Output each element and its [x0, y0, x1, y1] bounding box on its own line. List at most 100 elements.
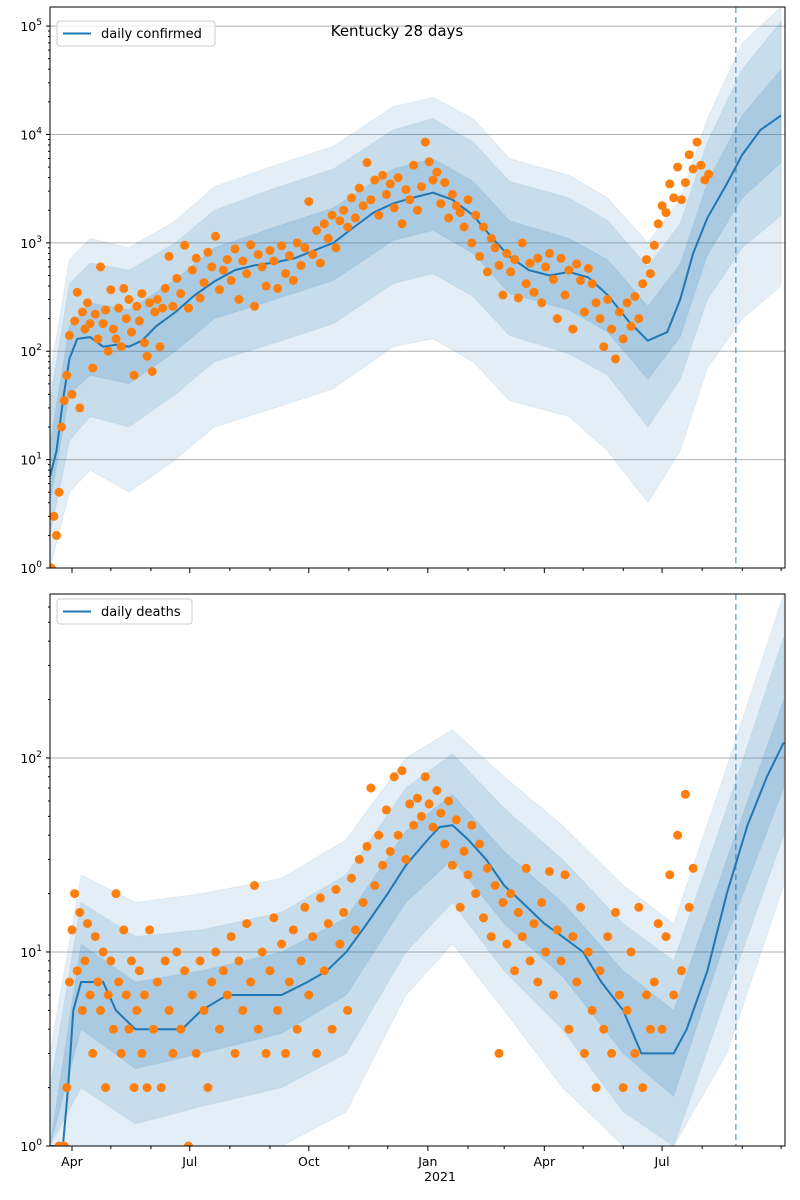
observed-point — [482, 267, 492, 277]
observed-point — [88, 363, 98, 373]
observed-point — [253, 1024, 263, 1034]
observed-point — [265, 966, 275, 976]
observed-point — [64, 330, 74, 340]
observed-point — [374, 210, 384, 220]
observed-point — [160, 283, 170, 293]
observed-point — [300, 902, 310, 912]
observed-point — [300, 243, 310, 253]
y-tick-label: 101 — [20, 452, 42, 468]
x-year-label: 2021 — [424, 1169, 456, 1184]
observed-point — [378, 860, 388, 870]
observed-point — [479, 222, 488, 232]
observed-point — [96, 262, 105, 272]
observed-point — [432, 786, 442, 795]
observed-point — [54, 487, 64, 497]
observed-point — [250, 301, 259, 311]
axes-frame — [49, 6, 786, 569]
observed-point — [413, 205, 422, 215]
outer-interval-band — [50, 594, 785, 1146]
observed-point — [273, 1005, 283, 1015]
observed-point — [649, 240, 659, 250]
chart-title: Kentucky 28 days — [331, 22, 464, 40]
observed-point — [323, 919, 333, 929]
observed-point — [455, 208, 465, 218]
observed-point — [327, 210, 337, 220]
observed-point — [607, 1048, 617, 1058]
observed-point — [653, 219, 663, 229]
observed-point — [199, 1005, 209, 1015]
x-tick-label: Jul — [654, 1154, 670, 1169]
outer-interval-band — [50, 7, 782, 568]
observed-point — [420, 772, 430, 782]
observed-point — [269, 913, 279, 923]
observed-point — [490, 881, 500, 890]
confirmed-legend-label: daily confirmed — [101, 27, 202, 42]
observed-point — [218, 966, 228, 976]
observed-point — [312, 226, 322, 235]
observed-point — [93, 977, 103, 987]
observed-point — [226, 275, 236, 285]
observed-point — [669, 990, 679, 1000]
deaths-panel: 100 101 102 Apr Jul Oct Jan Apr Jul daily deaths… — [20, 593, 786, 1184]
observed-point — [108, 1024, 118, 1034]
observed-point — [533, 253, 543, 263]
observed-point — [250, 881, 259, 890]
observed-point — [129, 1083, 139, 1093]
observed-point — [463, 870, 473, 880]
observed-point — [591, 298, 601, 308]
observed-point — [684, 902, 694, 912]
observed-point — [207, 262, 217, 272]
observed-point — [424, 157, 434, 167]
observed-point — [116, 1048, 126, 1058]
observed-point — [257, 947, 267, 957]
observed-point — [455, 902, 465, 912]
confirmed-panel: 100 101 102 103 104 105 Kentucky 28 days dail… — [20, 6, 786, 576]
observed-point — [234, 295, 244, 304]
observed-point — [222, 990, 232, 1000]
observed-point — [152, 295, 162, 304]
observed-point — [459, 222, 469, 232]
observed-point — [85, 319, 95, 329]
observed-point — [319, 966, 329, 976]
observed-point — [96, 1005, 105, 1015]
observed-point — [203, 1083, 213, 1093]
observed-point — [127, 956, 136, 966]
observed-point — [93, 334, 103, 344]
observed-point — [603, 932, 613, 942]
x-tick-label: Jul — [181, 1154, 197, 1169]
observed-point — [576, 902, 585, 912]
observed-point — [521, 863, 531, 873]
observed-point — [576, 275, 585, 285]
observed-point — [436, 808, 446, 818]
observed-point — [172, 273, 182, 283]
observed-point — [459, 846, 469, 856]
observed-point — [502, 248, 512, 258]
observed-point — [409, 820, 419, 830]
observed-point — [147, 367, 157, 376]
observed-point — [568, 324, 578, 334]
observed-point — [156, 1083, 166, 1093]
observed-point — [103, 346, 113, 356]
observed-point — [145, 298, 155, 308]
observed-point — [121, 314, 131, 324]
observed-point — [72, 287, 82, 297]
observed-point — [315, 258, 325, 268]
observed-point — [537, 298, 547, 308]
observed-point — [111, 334, 121, 344]
observed-point — [265, 246, 275, 255]
observed-point — [331, 885, 341, 894]
observed-point — [649, 977, 659, 987]
observed-point — [164, 1005, 174, 1015]
observed-point — [288, 275, 298, 285]
observed-point — [513, 293, 523, 303]
observed-point — [238, 256, 248, 266]
observed-point — [176, 1024, 186, 1034]
observed-point — [599, 1024, 609, 1034]
observed-point — [116, 342, 126, 352]
observed-point — [108, 324, 118, 334]
observed-point — [564, 265, 574, 275]
observed-point — [119, 925, 129, 935]
observed-point — [172, 947, 182, 957]
observed-point — [211, 231, 221, 241]
observed-point — [645, 269, 655, 279]
